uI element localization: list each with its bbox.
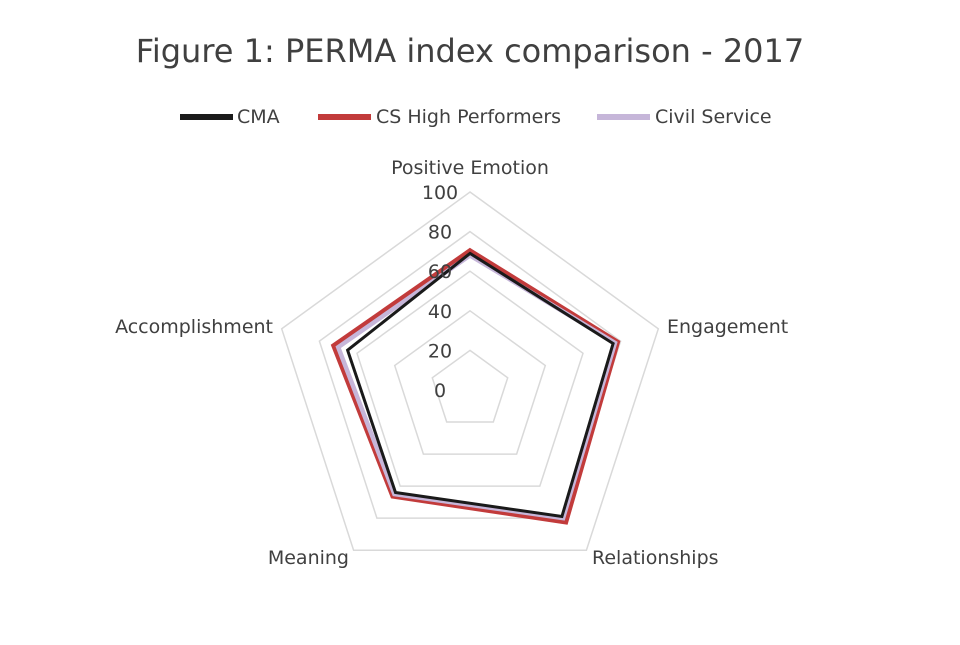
chart-title: Figure 1: PERMA index comparison - 2017 <box>136 32 805 70</box>
tick-label-60: 60 <box>428 261 452 283</box>
legend-entry-cs-high-performers: CS High Performers <box>318 106 561 128</box>
legend-entry-cma: CMA <box>180 106 280 128</box>
grid-ring-80 <box>318 230 622 519</box>
grid-ring-20 <box>431 349 509 423</box>
axis-labels: Positive Emotion Engagement Relationship… <box>115 157 788 569</box>
legend-label-civil-service: Civil Service <box>655 106 772 128</box>
grid-ring-60 <box>356 270 584 487</box>
grid-ring-100 <box>280 191 660 551</box>
legend-label-cs-high-performers: CS High Performers <box>376 106 561 128</box>
tick-label-20: 20 <box>428 340 452 362</box>
legend-entry-civil-service: Civil Service <box>597 106 772 128</box>
legend-label-cma: CMA <box>237 106 280 128</box>
tick-label-0: 0 <box>434 380 446 402</box>
axis-label-meaning: Meaning <box>268 547 349 569</box>
tick-label-100: 100 <box>422 182 458 204</box>
axis-label-relationships: Relationships <box>592 547 719 569</box>
tick-label-40: 40 <box>428 301 452 323</box>
tick-labels: 0 20 40 60 80 100 <box>422 182 458 402</box>
axis-label-engagement: Engagement <box>667 316 788 338</box>
axis-label-positive-emotion: Positive Emotion <box>391 157 549 179</box>
series-line-cma <box>345 251 615 519</box>
legend: CMA CS High Performers Civil Service <box>180 106 772 128</box>
radar-grid <box>280 191 660 551</box>
grid-ring-40 <box>393 309 547 455</box>
axis-label-accomplishment: Accomplishment <box>115 316 273 338</box>
tick-label-80: 80 <box>428 222 452 244</box>
radar-series <box>330 247 621 525</box>
